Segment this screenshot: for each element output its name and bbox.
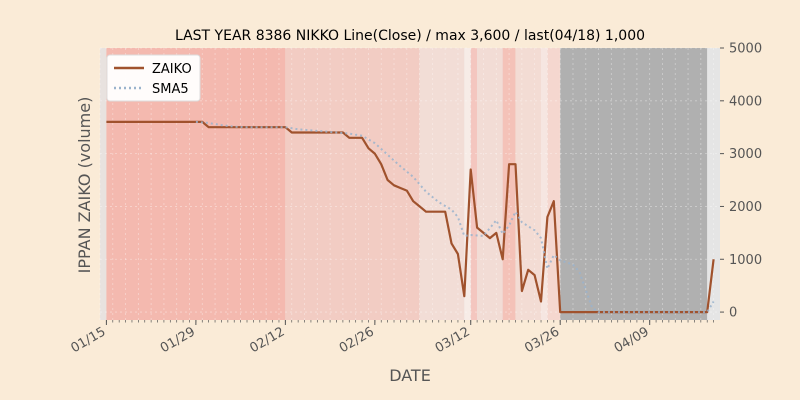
x-tick-label: 02/12	[247, 324, 287, 356]
x-tick-label: 01/29	[158, 324, 198, 356]
background-band	[515, 48, 542, 320]
background-band	[477, 48, 503, 320]
background-band	[100, 48, 107, 320]
y-tick-label: 5000	[729, 42, 762, 57]
y-tick-label: 4000	[729, 94, 762, 109]
y-tick-label: 0	[729, 306, 737, 321]
background-band	[560, 48, 708, 320]
series-lines	[106, 120, 715, 314]
background-band	[419, 48, 465, 320]
x-tick-label: 01/15	[68, 324, 108, 356]
y-axis-label: IPPAN ZAIKO (volume)	[75, 97, 94, 274]
background-band	[707, 48, 720, 320]
x-axis-ticks: 01/15 01/29 02/12 02/26 03/12 03/26 04/09	[68, 320, 714, 356]
series-line-sma5	[195, 120, 715, 314]
x-tick-label: 03/26	[522, 324, 562, 356]
background-band	[464, 48, 471, 320]
series-line-zaiko	[106, 120, 715, 314]
x-axis-label: DATE	[389, 366, 431, 385]
x-tick-label: 04/09	[612, 324, 652, 356]
y-axis-ticks: 0 1000 2000 3000 4000 5000	[720, 42, 762, 321]
y-tick-label: 1000	[729, 253, 762, 268]
background-band	[541, 48, 548, 320]
background-band	[285, 48, 420, 320]
legend-label-zaiko: ZAIKO	[152, 62, 192, 77]
background-band	[470, 48, 478, 320]
background-band	[502, 48, 516, 320]
y-tick-label: 2000	[729, 200, 762, 215]
legend: ZAIKO SMA5	[106, 54, 201, 102]
y-tick-label: 3000	[729, 147, 762, 162]
grid-lines	[99, 47, 720, 320]
chart-title: LAST YEAR 8386 NIKKO Line(Close) / max 3…	[175, 28, 645, 44]
legend-label-sma5: SMA5	[152, 82, 189, 97]
x-tick-label: 02/26	[337, 324, 377, 356]
legend-box	[106, 54, 201, 102]
x-tick-label: 03/12	[433, 324, 473, 356]
